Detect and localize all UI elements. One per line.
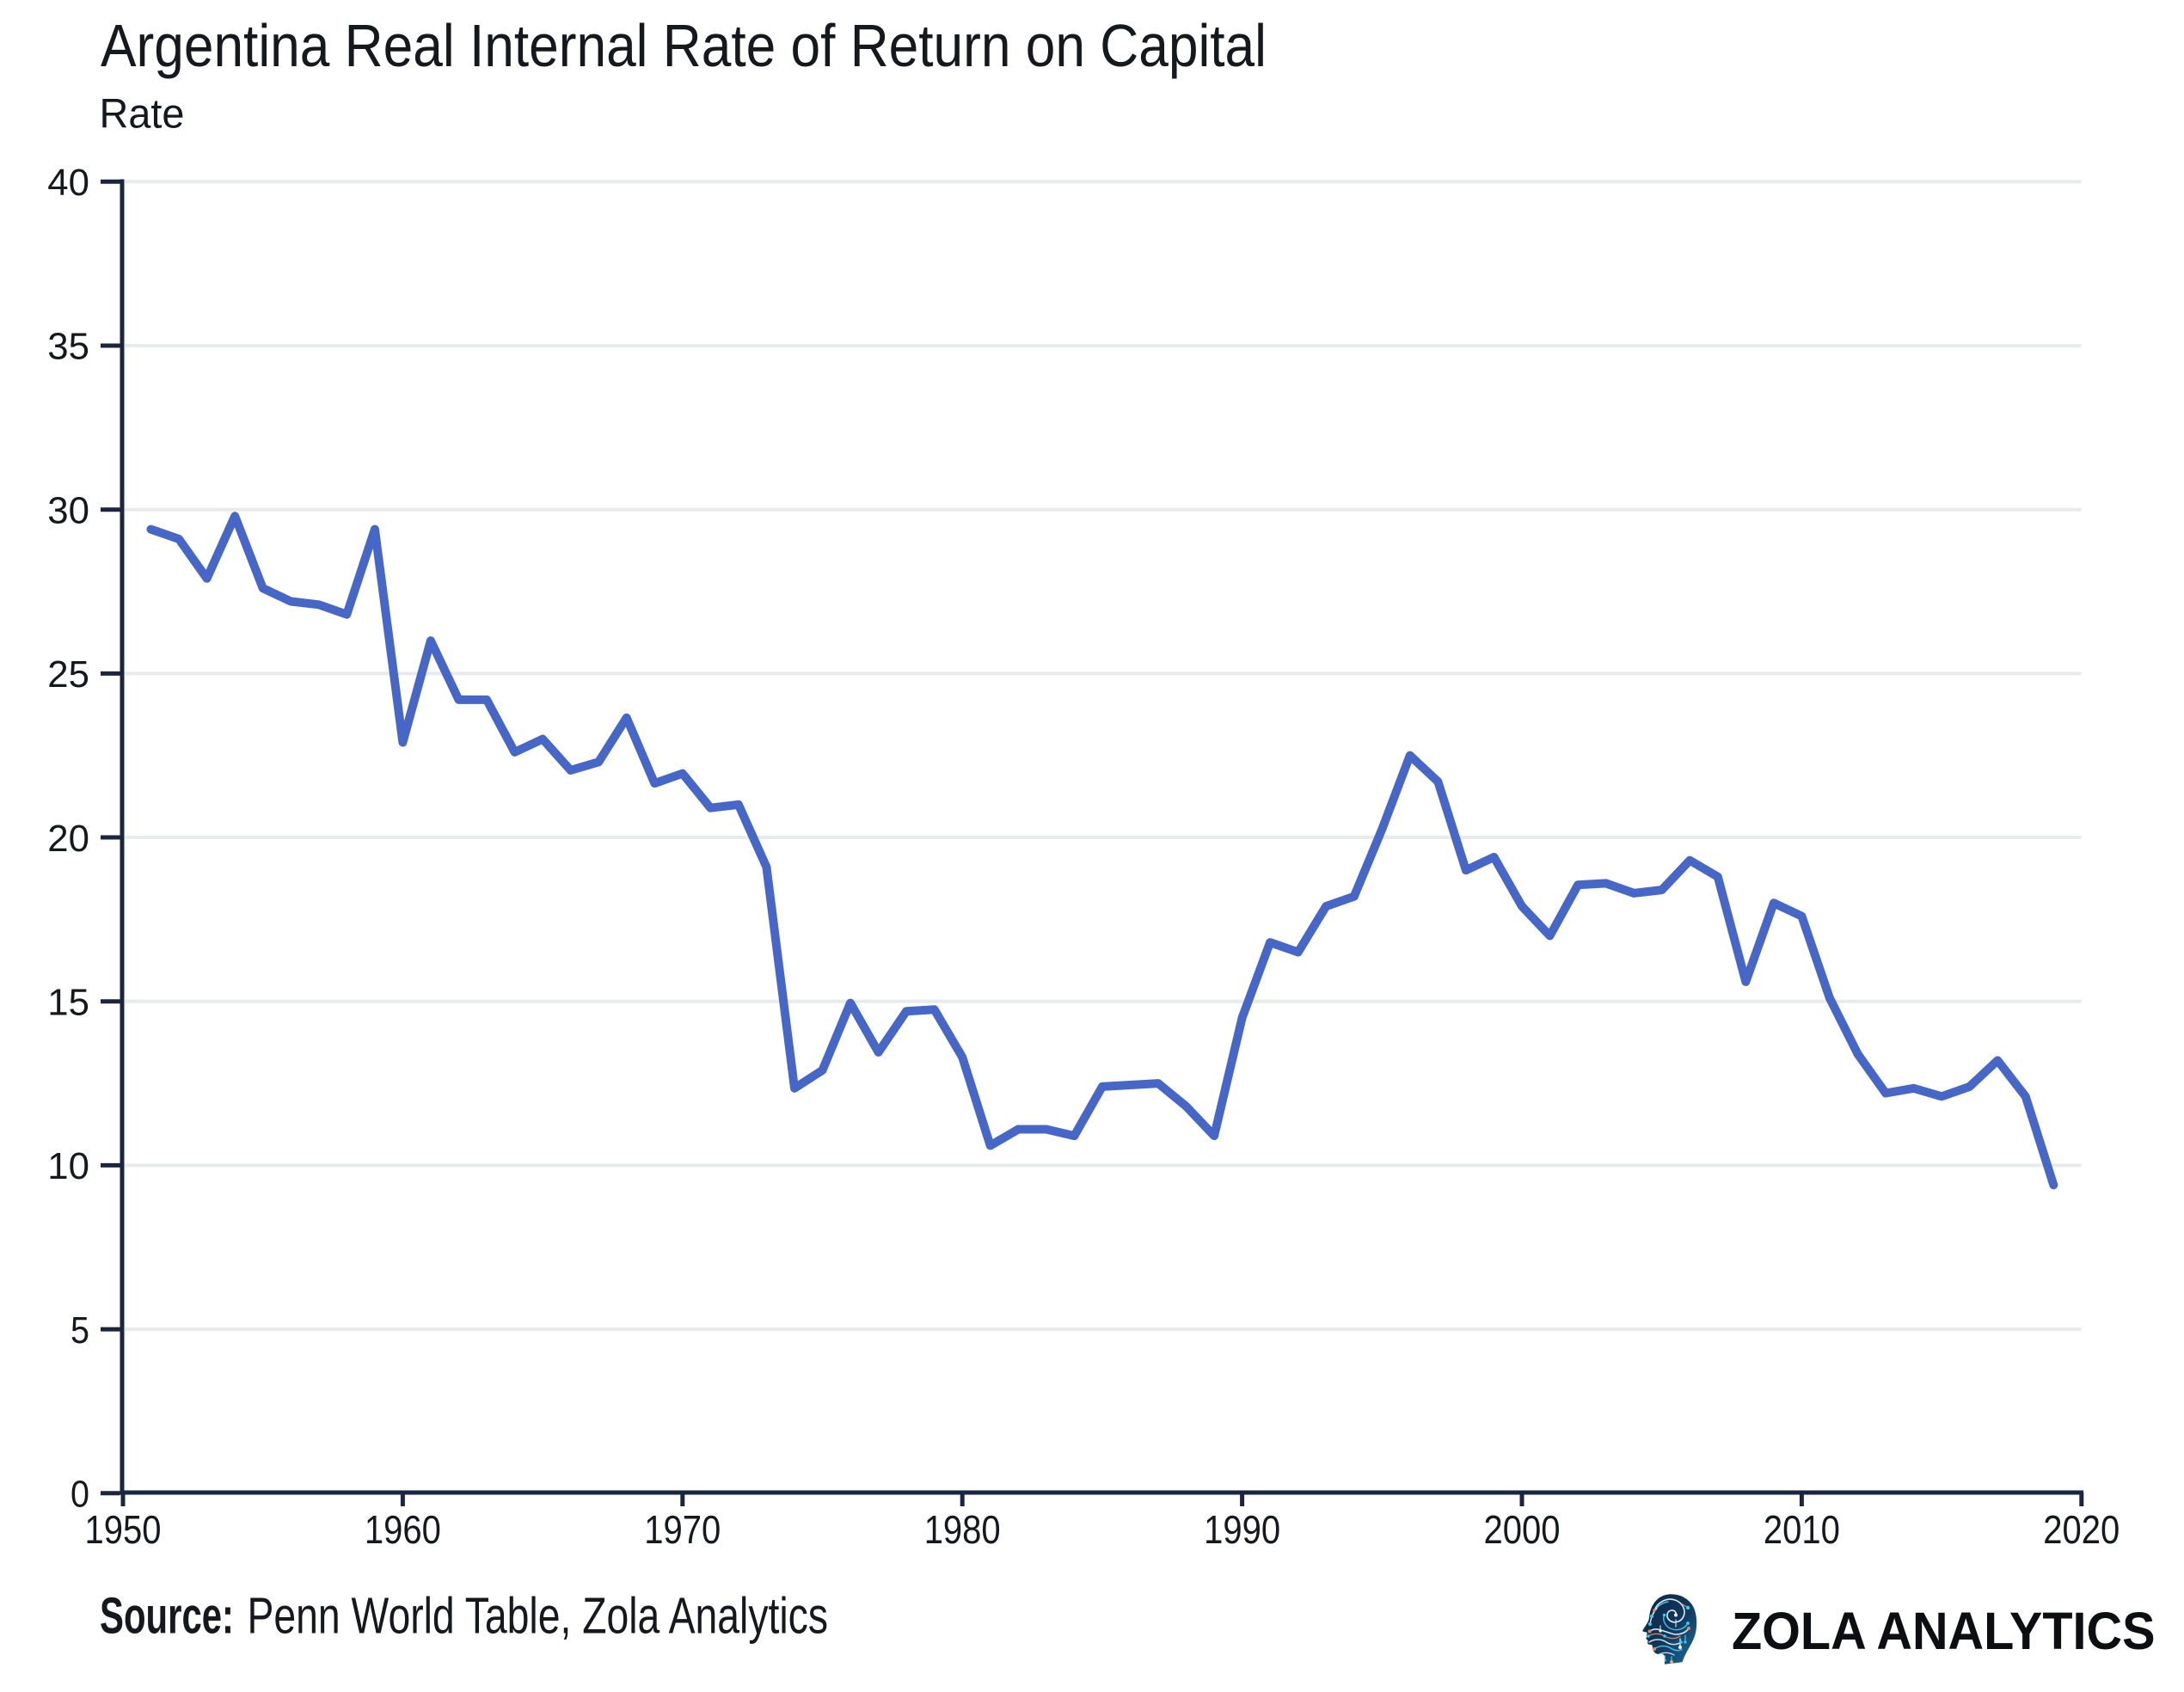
- svg-text:0: 0: [71, 1474, 89, 1516]
- svg-text:15: 15: [47, 981, 89, 1023]
- svg-text:40: 40: [47, 162, 89, 204]
- svg-text:Rate: Rate: [100, 92, 185, 138]
- svg-text:1970: 1970: [644, 1507, 721, 1552]
- svg-text:30: 30: [47, 489, 89, 531]
- svg-text:Penn World Table, Zola Analyti: Penn World Table, Zola Analytics: [248, 1588, 829, 1645]
- svg-text:Source:: Source:: [100, 1588, 234, 1645]
- svg-text:35: 35: [47, 326, 89, 368]
- svg-text:1950: 1950: [85, 1507, 162, 1552]
- svg-text:1990: 1990: [1204, 1507, 1280, 1552]
- svg-text:2000: 2000: [1484, 1507, 1561, 1552]
- svg-text:1960: 1960: [365, 1507, 441, 1552]
- svg-text:2020: 2020: [2043, 1507, 2120, 1552]
- svg-text:10: 10: [47, 1145, 89, 1187]
- svg-text:Argentina Real Internal Rate o: Argentina Real Internal Rate of Return o…: [101, 12, 1267, 79]
- svg-text:5: 5: [71, 1309, 89, 1352]
- svg-text:1980: 1980: [924, 1507, 1001, 1552]
- svg-text:ZOLA ANALYTICS: ZOLA ANALYTICS: [1732, 1602, 2156, 1660]
- svg-text:25: 25: [47, 653, 89, 696]
- svg-text:20: 20: [47, 818, 89, 860]
- svg-text:2010: 2010: [1764, 1507, 1840, 1552]
